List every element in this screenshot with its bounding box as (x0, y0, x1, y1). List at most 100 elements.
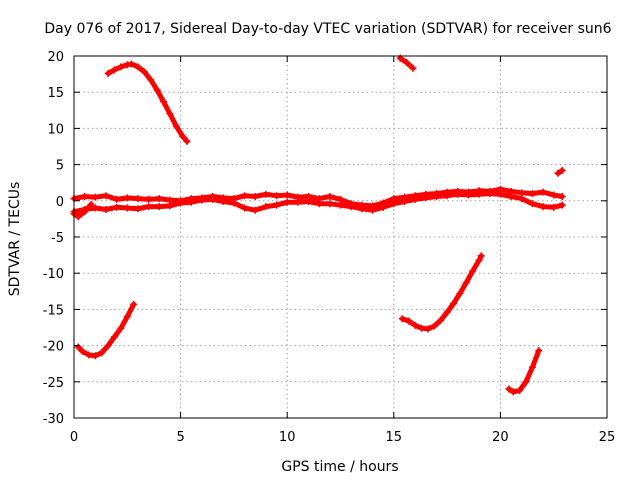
series-line (399, 253, 484, 332)
data-point (418, 324, 426, 332)
series-segment-early-left (70, 200, 95, 221)
data-point (172, 122, 180, 130)
data-point (74, 213, 82, 221)
data-point (145, 203, 153, 211)
data-point (104, 342, 112, 350)
data-point (123, 204, 131, 212)
data-point (535, 347, 543, 355)
y-tick-label: 0 (56, 195, 64, 210)
data-point (166, 110, 174, 118)
data-point (273, 201, 281, 209)
data-point (509, 388, 517, 396)
data-point (539, 203, 547, 211)
series-segment-late-low (505, 347, 543, 396)
chart-title: Day 076 of 2017, Sidereal Day-to-day VTE… (44, 21, 611, 37)
y-tick-label: -5 (51, 231, 64, 246)
data-point (283, 198, 291, 206)
data-point (558, 166, 566, 174)
data-point (241, 192, 249, 200)
y-tick-label: 20 (47, 50, 64, 65)
data-point (443, 308, 451, 316)
data-point (516, 386, 524, 394)
data-point (123, 313, 131, 321)
series-main-band-lower (70, 190, 566, 216)
data-point (85, 351, 93, 359)
x-axis-label: GPS time / hours (281, 459, 398, 475)
data-point (104, 69, 112, 77)
data-point (326, 200, 334, 208)
data-point (486, 190, 494, 198)
data-point (347, 203, 355, 211)
data-point (102, 205, 110, 213)
data-point (283, 191, 291, 199)
data-point (475, 256, 483, 264)
series-line (506, 348, 542, 395)
data-series (70, 54, 566, 396)
data-point (398, 315, 406, 323)
x-tick-label: 0 (70, 430, 78, 445)
data-point (81, 192, 89, 200)
data-point (432, 192, 440, 200)
data-point (130, 300, 138, 308)
y-tick-label: -10 (43, 267, 64, 282)
data-point (390, 200, 398, 208)
data-point (113, 203, 121, 211)
x-tick-label: 10 (279, 430, 296, 445)
x-tick-label: 15 (386, 430, 403, 445)
data-point (198, 196, 206, 204)
data-point (87, 200, 95, 208)
data-point (424, 325, 432, 333)
data-point (177, 199, 185, 207)
data-point (98, 349, 106, 357)
data-point (219, 198, 227, 206)
data-point (462, 279, 470, 287)
y-tick-label: -25 (43, 376, 64, 391)
grid-lines (74, 56, 607, 418)
x-tick-label: 20 (492, 430, 509, 445)
data-point (411, 195, 419, 203)
data-point (358, 205, 366, 213)
data-point (155, 203, 163, 211)
data-point (379, 203, 387, 211)
data-point (179, 132, 187, 140)
data-point (123, 194, 131, 202)
y-tick-label: 5 (56, 159, 64, 174)
data-point (91, 193, 99, 201)
data-point (539, 188, 547, 196)
data-point (422, 194, 430, 202)
x-tick-label: 25 (599, 430, 616, 445)
data-point (403, 59, 411, 67)
data-point (160, 98, 168, 106)
data-point (145, 195, 153, 203)
x-tick-label: 5 (176, 430, 184, 445)
data-point (558, 201, 566, 209)
data-point (117, 324, 125, 332)
data-point (475, 190, 483, 198)
data-point (230, 199, 238, 207)
y-tick-label: 15 (47, 86, 64, 101)
data-point (251, 192, 259, 200)
data-point (368, 206, 376, 214)
data-point (74, 343, 82, 351)
y-tick-label: -20 (43, 340, 64, 355)
data-point (469, 267, 477, 275)
data-point (315, 200, 323, 208)
data-point (134, 205, 142, 213)
data-point (554, 169, 562, 177)
data-point (153, 86, 161, 94)
data-point (550, 191, 558, 199)
y-tick-label: 10 (47, 122, 64, 137)
data-point (209, 195, 217, 203)
data-point (528, 190, 536, 198)
data-point (134, 63, 142, 71)
series-segment-late-high (554, 166, 566, 177)
data-point (522, 378, 530, 386)
data-point (79, 347, 87, 355)
data-point (262, 203, 270, 211)
data-point (147, 76, 155, 84)
data-point (437, 316, 445, 324)
data-point (326, 192, 334, 200)
data-point (305, 198, 313, 206)
data-point (294, 198, 302, 206)
